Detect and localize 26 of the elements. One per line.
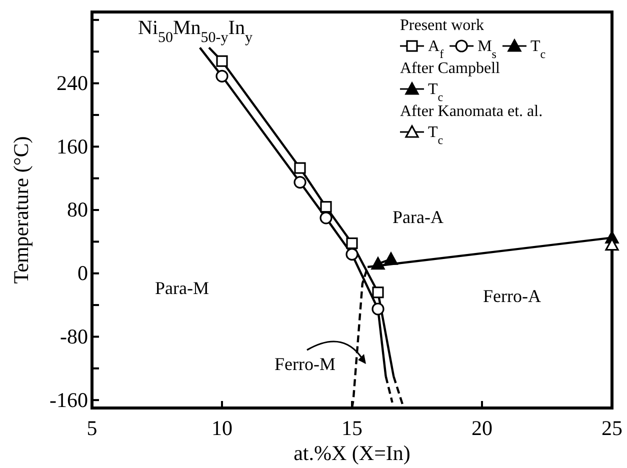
x-tick-label: 15 <box>342 416 362 440</box>
legend-label: M$_{s}$ <box>478 38 497 61</box>
x-tick-label: 25 <box>602 416 622 440</box>
x-tick-label: 10 <box>212 416 232 440</box>
y-tick-label: 80 <box>67 198 88 222</box>
legend-label: A$_{f}$ <box>428 38 444 61</box>
annotation: Para-M <box>155 278 209 298</box>
y-axis-title: Temperature (°C) <box>9 136 33 284</box>
annotation: Para-A <box>392 207 444 228</box>
annotation: After Campbell <box>400 60 501 77</box>
legend-label: T$_{c}$ <box>428 81 444 104</box>
annotation: Present work <box>400 17 484 34</box>
y-tick-label: 240 <box>56 71 88 95</box>
y-tick-label: -80 <box>60 324 88 348</box>
x-tick-label: 20 <box>472 416 492 440</box>
y-tick-label: 160 <box>56 134 88 158</box>
legend-label: T$_{c}$ <box>530 38 546 61</box>
x-axis-title: at.%X (X=In) <box>294 441 410 465</box>
y-tick-label: -160 <box>50 388 88 412</box>
annotation: Ferro-M <box>274 354 336 374</box>
annotation: After Kanomata et. al. <box>400 103 543 120</box>
chart-title: Ni$_{50}$Mn$_{50-y}$In$_{y}$ <box>138 17 253 46</box>
annotation: Ferro-A <box>483 286 541 306</box>
y-tick-label: 0 <box>78 261 88 286</box>
x-tick-label: 5 <box>86 416 98 440</box>
legend-label: T$_{c}$ <box>428 124 444 147</box>
